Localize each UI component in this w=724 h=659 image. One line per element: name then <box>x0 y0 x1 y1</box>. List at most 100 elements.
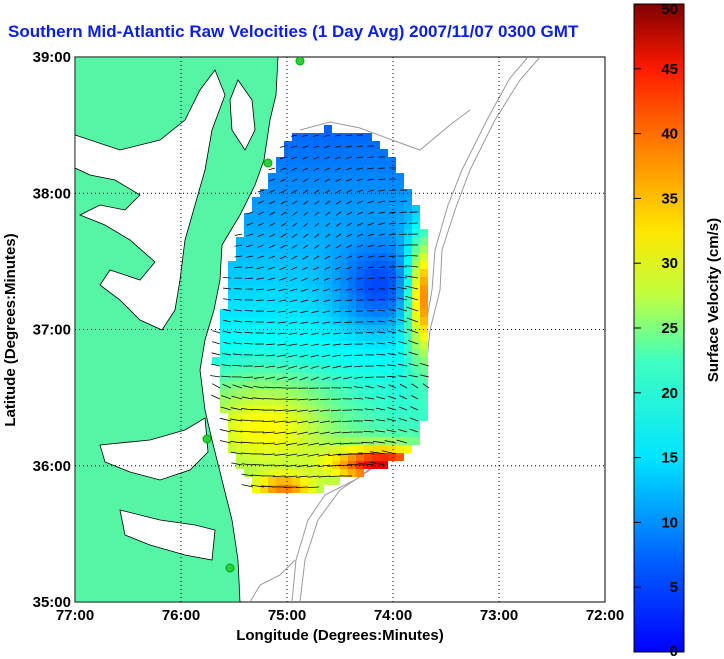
velocity-cell <box>252 357 260 365</box>
velocity-cell <box>268 429 276 437</box>
velocity-cell <box>260 341 268 349</box>
velocity-cell <box>284 357 292 365</box>
velocity-cell <box>300 229 308 237</box>
velocity-vector <box>312 288 320 292</box>
velocity-cell <box>364 181 372 189</box>
velocity-cell <box>292 413 300 421</box>
velocity-vector <box>361 441 375 444</box>
velocity-vector <box>310 376 320 381</box>
velocity-cell <box>284 389 292 397</box>
velocity-cell <box>404 349 412 357</box>
velocity-cell <box>236 389 244 397</box>
velocity-cell <box>268 437 276 445</box>
velocity-cell <box>332 229 340 237</box>
velocity-cell <box>316 173 324 181</box>
velocity-vector <box>290 145 298 149</box>
velocity-cell <box>292 341 300 349</box>
velocity-cell <box>364 277 372 285</box>
velocity-vector <box>388 222 397 225</box>
velocity-vector <box>367 222 375 226</box>
velocity-cell <box>324 309 332 317</box>
velocity-cell <box>340 301 348 309</box>
velocity-cell <box>244 317 252 325</box>
velocity-cell <box>372 165 380 173</box>
velocity-cell <box>284 485 292 493</box>
velocity-vector <box>356 178 364 182</box>
velocity-cell <box>228 349 236 357</box>
velocity-vector <box>300 299 309 303</box>
velocity-cell <box>300 309 308 317</box>
velocity-cell <box>228 429 236 437</box>
velocity-cell <box>324 245 332 253</box>
velocity-vector <box>388 200 397 203</box>
velocity-vector <box>375 419 386 422</box>
velocity-vector <box>378 255 386 258</box>
velocity-cell <box>372 389 380 397</box>
velocity-vector <box>244 320 254 323</box>
velocity-cell <box>404 445 412 453</box>
velocity-vector <box>343 376 353 380</box>
velocity-vector <box>334 299 342 302</box>
velocity-vector <box>367 200 375 204</box>
velocity-vector <box>388 309 397 312</box>
velocity-vector <box>222 352 232 356</box>
velocity-cell <box>284 405 292 413</box>
velocity-vector <box>343 332 353 334</box>
velocity-vector <box>254 365 265 368</box>
velocity-vector <box>292 211 298 216</box>
velocity-cell <box>404 333 412 341</box>
velocity-cell <box>308 293 316 301</box>
map-title: Southern Mid-Atlantic Raw Velocities (1 … <box>8 22 579 41</box>
velocity-cell <box>228 277 236 285</box>
velocity-cell <box>324 141 332 149</box>
velocity-cell <box>324 405 332 413</box>
velocity-cell <box>324 389 332 397</box>
velocity-cell <box>420 317 428 325</box>
velocity-cell <box>396 261 404 269</box>
velocity-vector <box>244 331 254 334</box>
velocity-cell <box>404 205 412 213</box>
velocity-cell <box>236 349 244 357</box>
velocity-cell <box>260 293 268 301</box>
velocity-cell <box>356 445 364 453</box>
velocity-vector <box>420 363 430 367</box>
velocity-vector <box>335 266 342 270</box>
velocity-cell <box>244 357 252 365</box>
velocity-cell <box>244 437 252 445</box>
velocity-cell <box>308 405 316 413</box>
velocity-vector <box>280 222 287 227</box>
velocity-vector <box>313 156 320 160</box>
velocity-cell <box>276 381 284 389</box>
velocity-cell <box>228 285 236 293</box>
velocity-cell <box>332 269 340 277</box>
velocity-vector <box>422 383 430 389</box>
velocity-cell <box>380 237 388 245</box>
velocity-cell <box>292 381 300 389</box>
velocity-cell <box>300 205 308 213</box>
velocity-cell <box>364 309 372 317</box>
velocity-vector <box>310 365 320 369</box>
velocity-vector <box>329 442 342 446</box>
velocity-vector <box>313 266 320 271</box>
velocity-cell <box>308 237 316 245</box>
velocity-vector <box>299 365 309 369</box>
velocity-vector <box>279 255 287 260</box>
velocity-cell <box>348 429 356 437</box>
velocity-cell <box>420 365 428 373</box>
velocity-vector <box>363 430 375 433</box>
velocity-cell <box>332 213 340 221</box>
velocity-cell <box>364 381 372 389</box>
velocity-vector <box>345 178 353 182</box>
velocity-vector <box>240 430 254 433</box>
velocity-vector <box>221 395 232 400</box>
velocity-vector <box>288 343 298 346</box>
velocity-cell <box>372 173 380 181</box>
velocity-vector <box>335 189 342 194</box>
velocity-vector <box>356 288 364 291</box>
velocity-vector <box>297 442 309 446</box>
velocity-cell <box>316 197 324 205</box>
velocity-cell <box>348 293 356 301</box>
velocity-vector <box>378 222 386 225</box>
velocity-vector <box>345 299 353 302</box>
velocity-cell <box>332 357 340 365</box>
